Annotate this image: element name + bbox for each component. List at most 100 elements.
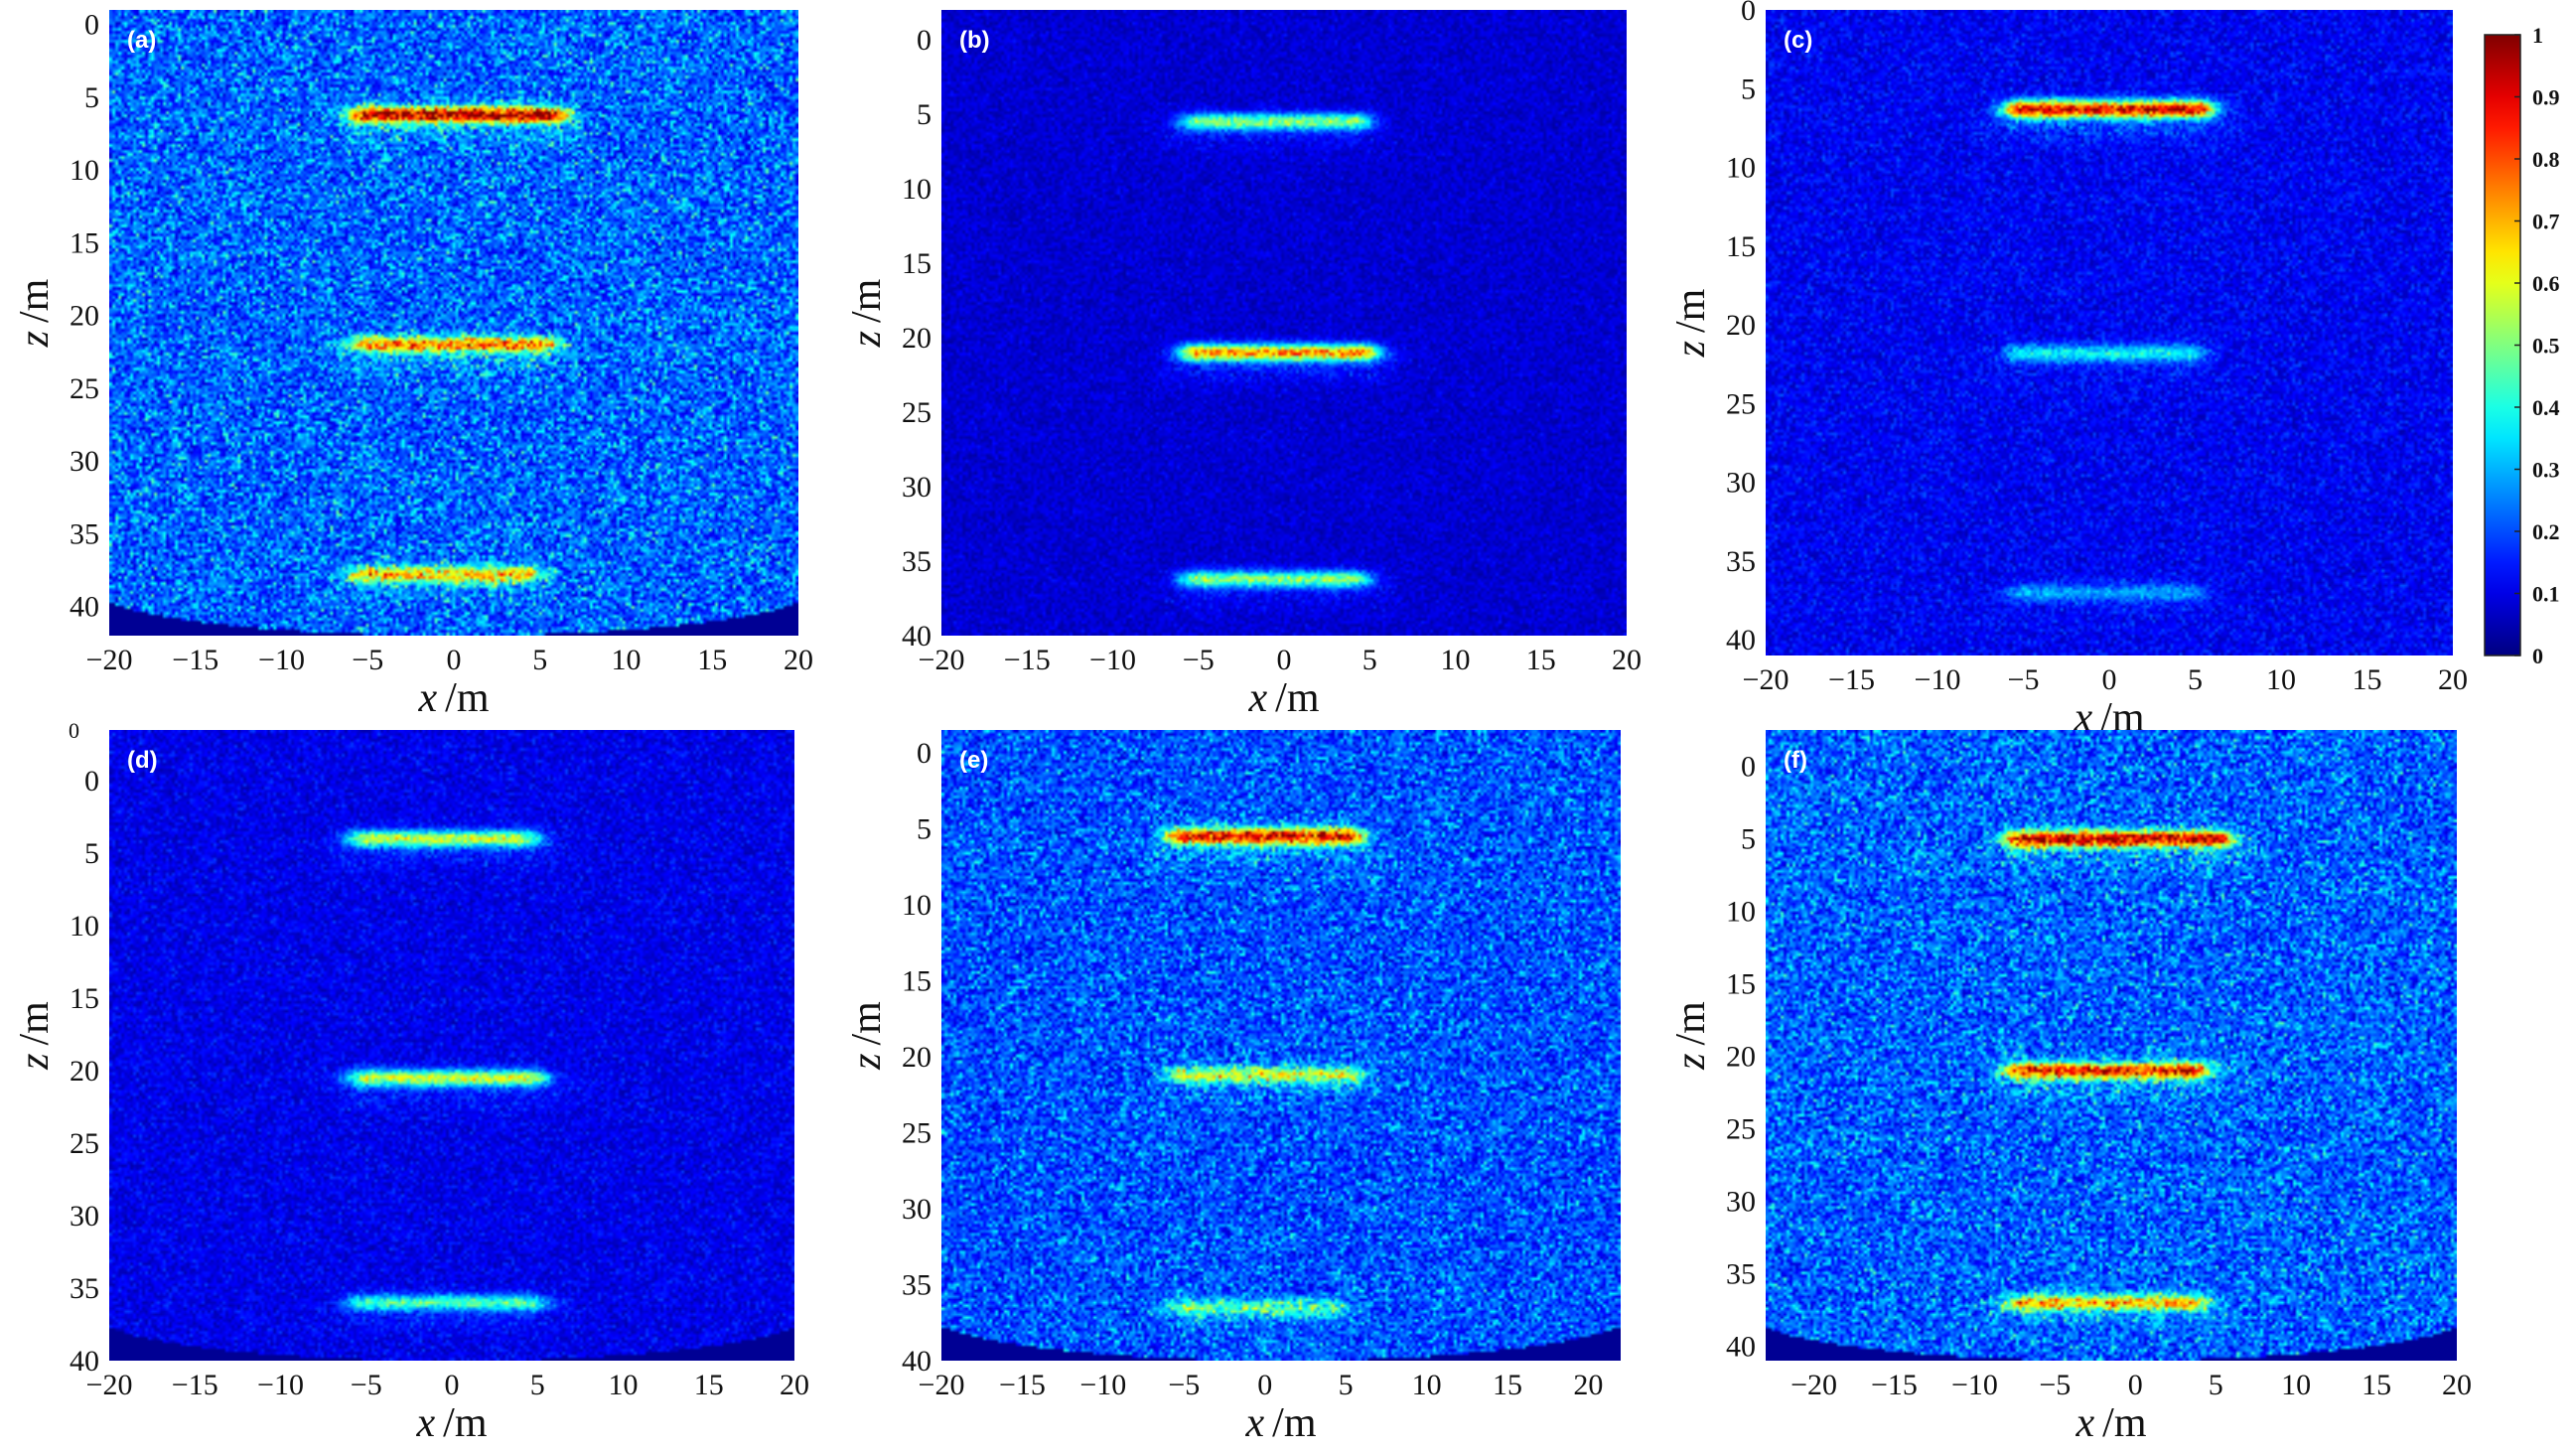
y-tick-label: 25 — [902, 1116, 931, 1149]
x-tick-label: −15 — [1828, 663, 1875, 696]
x-tick-label: 5 — [2209, 1369, 2223, 1401]
x-tick-label: −20 — [86, 1369, 133, 1401]
x-tick-label: −5 — [352, 644, 383, 676]
heatmap-f — [1766, 730, 2457, 1361]
y-tick-label: 40 — [1726, 1330, 1756, 1363]
x-tick-label: 5 — [532, 644, 547, 676]
y-axis-variable: z — [844, 1053, 890, 1070]
x-tick-label: −5 — [1183, 644, 1215, 676]
y-axis-unit: /m — [12, 1001, 58, 1046]
y-tick-label: 0 — [1741, 0, 1756, 27]
colorbar-tick-label: 0.9 — [2532, 85, 2560, 110]
x-tick-label: 10 — [1441, 644, 1471, 676]
x-tick-label: −10 — [258, 644, 305, 676]
y-tick-label: 10 — [902, 173, 931, 206]
y-tick-label: 35 — [902, 545, 931, 578]
x-axis-label: x/m — [2075, 1400, 2147, 1446]
y-tick-label: 15 — [1726, 967, 1756, 1000]
y-axis-variable: z — [1668, 1053, 1714, 1070]
panel-letter-e: (e) — [959, 747, 988, 774]
x-axis-variable: x — [2074, 695, 2093, 741]
x-tick-label: 20 — [780, 1369, 809, 1401]
x-tick-label: 0 — [445, 1369, 460, 1401]
x-tick-label: 20 — [1573, 1369, 1603, 1401]
y-tick-label: 10 — [902, 889, 931, 922]
y-tick-label: 25 — [70, 1127, 99, 1160]
x-axis-unit: /m — [1272, 1400, 1317, 1446]
y-tick-label: 40 — [1726, 624, 1756, 656]
y-tick-label: 20 — [1726, 309, 1756, 342]
y-tick-label: 40 — [902, 1345, 931, 1378]
y-tick-label: 15 — [70, 982, 99, 1015]
x-axis-label: x/m — [1245, 1400, 1317, 1446]
x-tick-label: 5 — [2188, 663, 2203, 696]
x-tick-label: −20 — [919, 644, 965, 676]
y-tick-label: 10 — [70, 910, 99, 943]
y-tick-label: 25 — [1726, 1112, 1756, 1145]
colorbar-tick-label: 1 — [2532, 23, 2543, 48]
y-tick-label: 25 — [70, 372, 99, 405]
colorbar: 0 0.1 0.2 0.3 0.4 0.5 0.6 0.7 0.8 0.9 1 — [2484, 23, 2560, 668]
x-axis-label: x/m — [1248, 675, 1320, 721]
y-tick-label: 0 — [917, 737, 931, 770]
y-tick-label: 20 — [902, 1041, 931, 1074]
y-axis-label: z/m — [12, 278, 58, 348]
y-tick-label: 25 — [1726, 387, 1756, 420]
panel-b: −20 −15 −10 −5 0 5 10 15 200510152025303540x/mz/… — [844, 10, 1642, 721]
y-tick-label: 15 — [70, 226, 99, 259]
y-axis-unit: /m — [1668, 1001, 1714, 1046]
heatmap-e — [941, 730, 1621, 1361]
y-axis-label: z/m — [1668, 1001, 1714, 1071]
colorbar-tick-label: 0.7 — [2532, 210, 2560, 234]
x-tick-label: −15 — [172, 1369, 218, 1401]
x-tick-label: 20 — [784, 644, 813, 676]
y-tick-label: 5 — [84, 837, 99, 870]
y-tick-label: 5 — [917, 812, 931, 845]
y-tick-label: 10 — [1726, 895, 1756, 928]
x-axis-label: x/m — [418, 675, 490, 721]
panel-d: −20 −15 −10 −5 0 5 10 15 2005101520253035400x/mz… — [12, 718, 809, 1446]
y-tick-label-top: 0 — [69, 718, 79, 743]
y-axis-unit: /m — [1668, 288, 1714, 333]
y-tick-label: 30 — [902, 1193, 931, 1226]
y-tick-label: 0 — [84, 765, 99, 798]
x-tick-label: 15 — [1493, 1369, 1522, 1401]
y-tick-label: 25 — [902, 396, 931, 429]
x-tick-label: 20 — [2438, 663, 2468, 696]
panel-e: −20 −15 −10 −5 0 5 10 15 200510152025303540x/mz/… — [844, 730, 1621, 1446]
panel-letter-b: (b) — [959, 27, 990, 54]
colorbar-tick-label: 0.6 — [2532, 271, 2560, 296]
x-tick-label: −5 — [2008, 663, 2040, 696]
x-tick-label: 10 — [612, 644, 642, 676]
x-tick-label: −5 — [351, 1369, 382, 1401]
y-tick-label: 35 — [70, 517, 99, 550]
x-tick-label: 0 — [2102, 663, 2117, 696]
panel-letter-d: (d) — [127, 747, 158, 774]
x-tick-label: −10 — [257, 1369, 304, 1401]
x-tick-label: 0 — [447, 644, 462, 676]
colorbar-tick-label: 0.1 — [2532, 582, 2560, 607]
x-axis-unit: /m — [1275, 675, 1320, 721]
y-tick-label: 35 — [1726, 545, 1756, 578]
y-tick-label: 10 — [1726, 152, 1756, 185]
y-tick-label: 35 — [1726, 1257, 1756, 1290]
x-tick-label: −10 — [1915, 663, 1961, 696]
x-tick-label: −15 — [1871, 1369, 1918, 1401]
x-axis-variable: x — [416, 1400, 436, 1446]
y-tick-label: 5 — [1741, 822, 1756, 855]
panel-letter-f: (f) — [1784, 747, 1807, 774]
y-axis-label: z/m — [844, 278, 890, 348]
y-tick-label: 20 — [70, 1055, 99, 1088]
heatmap-b — [941, 10, 1627, 636]
x-axis-label: x/m — [416, 1400, 488, 1446]
x-axis-unit: /m — [445, 675, 490, 721]
panel-c: −20 −15 −10 −5 0 5 10 15 20 0 5 10 15 20 25 30 35 40 x/mz/… — [1668, 0, 2468, 741]
y-tick-label: 40 — [70, 1345, 99, 1378]
y-axis-variable: z — [12, 1053, 58, 1070]
x-tick-label: 5 — [1339, 1369, 1354, 1401]
y-tick-label: 35 — [70, 1272, 99, 1305]
y-tick-label: 35 — [902, 1268, 931, 1301]
y-tick-label: 40 — [70, 591, 99, 624]
x-tick-label: 15 — [694, 1369, 724, 1401]
